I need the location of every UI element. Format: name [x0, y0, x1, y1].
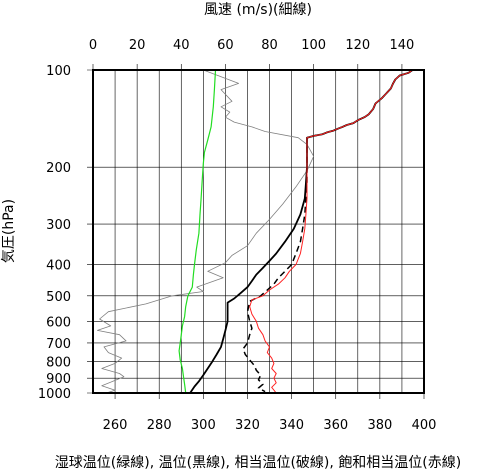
pressure-tick-label: 800 [46, 356, 71, 371]
potential-temperature-line [189, 69, 414, 394]
saturated-equivalent-potential-temperature-line [249, 69, 413, 394]
top-tick-label: 0 [89, 38, 97, 53]
bottom-tick-label: 320 [235, 418, 260, 433]
top-tick-label: 40 [173, 38, 190, 53]
bottom-tick-label: 260 [103, 418, 128, 433]
top-tick-label: 140 [390, 38, 415, 53]
top-tick-label: 80 [261, 38, 278, 53]
equivalent-potential-temperature-line [242, 69, 413, 393]
pressure-tick-label: 300 [46, 218, 71, 233]
bottom-tick-label: 280 [147, 418, 172, 433]
y-axis-title: 気圧(hPa) [1, 199, 17, 263]
grid-lines [87, 64, 425, 399]
pressure-tick-label: 200 [46, 161, 71, 176]
pressure-tick-label: 500 [46, 290, 71, 305]
bottom-tick-label: 380 [367, 418, 392, 433]
top-tick-label: 120 [345, 38, 370, 53]
bottom-tick-label: 340 [279, 418, 304, 433]
bottom-tick-label: 400 [412, 418, 437, 433]
pressure-tick-label: 600 [46, 315, 71, 330]
bottom-tick-label: 300 [191, 418, 216, 433]
wind-speed-line [97, 69, 315, 394]
top-axis-title: 風速 (m/s)(細線) [204, 2, 312, 18]
wet-bulb-potential-temperature-line [178, 69, 217, 394]
pressure-tick-label: 900 [46, 372, 71, 387]
bottom-tick-label: 360 [323, 418, 348, 433]
series-lines [97, 69, 414, 394]
pressure-tick-label: 100 [46, 64, 71, 79]
tick-labels: 260 280 300 320 340 360 380 400 0 20 40 60 80 100 120 1… [38, 38, 437, 433]
bottom-axis-title: 湿球温位(緑線), 温位(黒線), 相当温位(破線), 飽和相当温位(赤線) [55, 454, 461, 471]
pressure-tick-label: 700 [46, 337, 71, 352]
pressure-tick-label: 400 [46, 258, 71, 273]
plot-frame [92, 69, 425, 394]
top-tick-label: 60 [217, 38, 234, 53]
top-tick-label: 20 [129, 38, 146, 53]
pressure-tick-label: 1000 [38, 387, 71, 402]
top-tick-label: 100 [301, 38, 326, 53]
